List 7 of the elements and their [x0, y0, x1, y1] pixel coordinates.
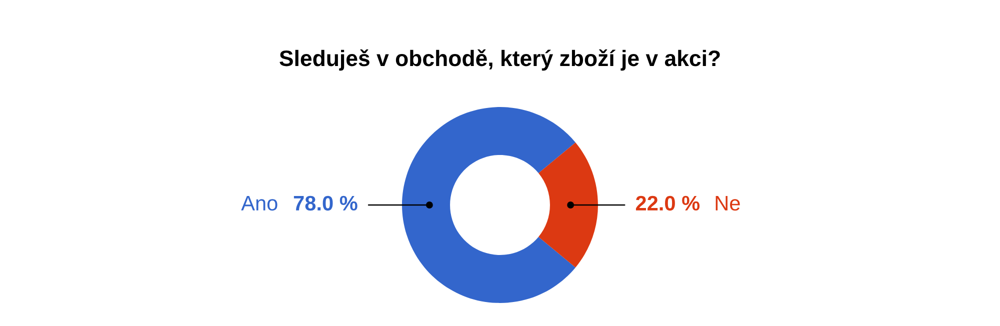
slice-label: Ne	[716, 196, 740, 211]
data-label: 22.0 %	[636, 196, 700, 211]
chart-title: Sleduješ v obchodě, který zboží je v akci?	[280, 49, 720, 71]
data-label: 78.0 %	[294, 196, 358, 211]
donut-slice	[402, 107, 576, 303]
slice-label: Ano	[241, 196, 278, 211]
donut-slice	[538, 142, 598, 268]
